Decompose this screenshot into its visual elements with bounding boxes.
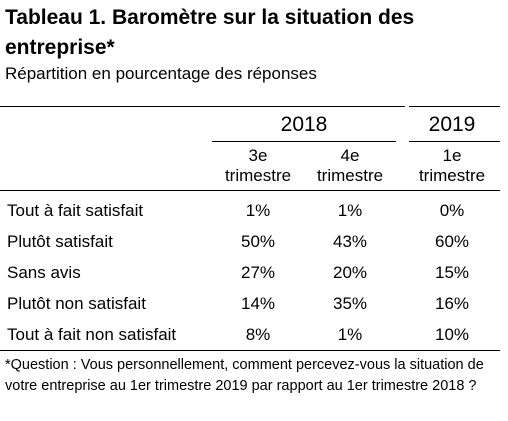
row-label: Sans avis	[7, 263, 81, 282]
column-header-line1: 1e	[442, 146, 462, 165]
header-rule	[0, 190, 500, 191]
table-cell: 1%	[337, 325, 363, 344]
column-header-1e-trimestre: 1e trimestre	[406, 146, 498, 186]
column-header-line1: 3e	[248, 146, 268, 165]
table-cell: 50%	[240, 232, 276, 251]
table-cell: 1%	[337, 201, 363, 220]
table-cell: 8%	[245, 325, 271, 344]
column-header-4e-trimestre: 4e trimestre	[304, 146, 396, 186]
table-cell: 16%	[434, 294, 470, 313]
table-cell: 60%	[434, 232, 470, 251]
row-label: Tout à fait non satisfait	[7, 325, 177, 344]
table-cell: 20%	[332, 263, 368, 282]
row-label: Plutôt non satisfait	[7, 294, 146, 313]
table-cell: 27%	[240, 263, 276, 282]
table-cell: 43%	[332, 232, 368, 251]
table-title: Tableau 1. Baromètre sur la situation de…	[5, 6, 415, 59]
year-2018-rule	[212, 141, 396, 142]
table-cell: 14%	[240, 294, 276, 313]
year-header-2018: 2018	[280, 113, 328, 136]
table-subtitle: Répartition en pourcentage des réponses	[5, 64, 317, 83]
year-header-2019: 2019	[428, 113, 476, 136]
column-header-line1: 4e	[340, 146, 360, 165]
table-cell: 35%	[332, 294, 368, 313]
column-header-line2: trimestre	[418, 166, 486, 185]
row-label: Plutôt satisfait	[7, 232, 113, 251]
footnote: *Question : Vous personnellement, commen…	[5, 357, 484, 394]
table-cell: 15%	[434, 263, 470, 282]
table-cell: 1%	[245, 201, 271, 220]
column-header-3e-trimestre: 3e trimestre	[212, 146, 304, 186]
year-2019-rule	[409, 141, 500, 142]
table-cell: 0%	[439, 201, 465, 220]
row-label: Tout à fait satisfait	[7, 201, 144, 220]
top-rule-left	[0, 106, 405, 107]
bottom-rule	[0, 350, 500, 351]
column-header-line2: trimestre	[316, 166, 384, 185]
column-header-line2: trimestre	[224, 166, 292, 185]
table-cell: 10%	[434, 325, 470, 344]
top-rule-right	[409, 106, 500, 107]
